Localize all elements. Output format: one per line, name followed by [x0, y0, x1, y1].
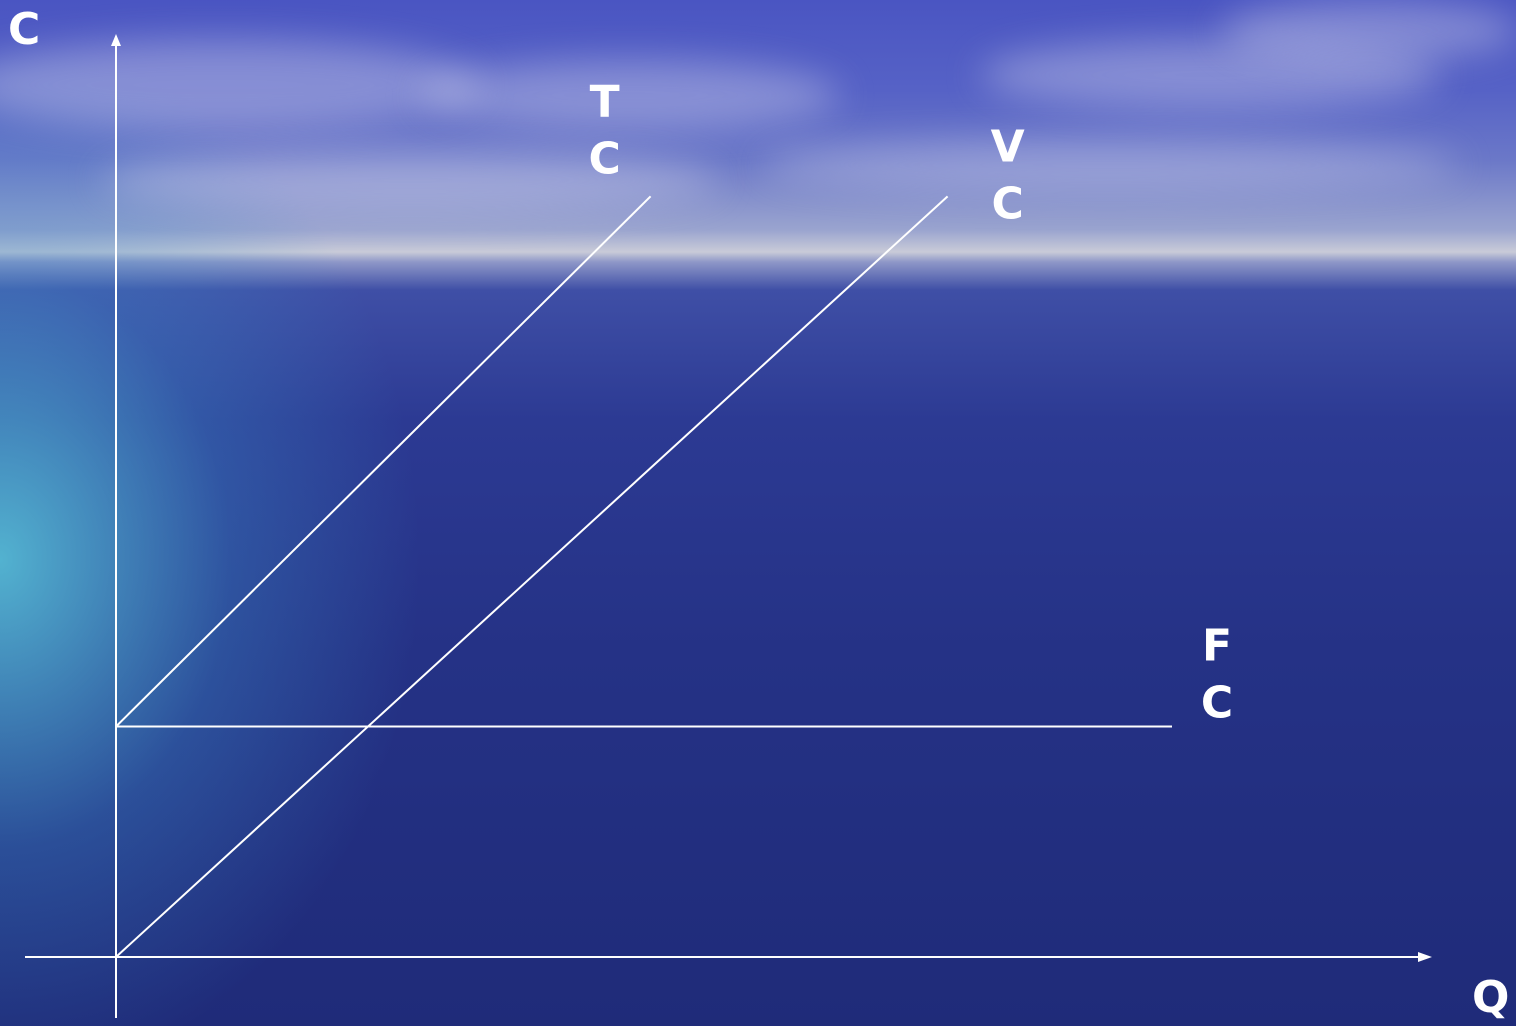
series-label-tc-part-1: T: [590, 76, 620, 127]
cloud-shape: [0, 40, 480, 130]
y-axis-label: C: [8, 4, 40, 55]
cloud-shape: [760, 140, 1460, 190]
cloud-shape: [100, 150, 720, 210]
series-label-fc-part-1: F: [1202, 621, 1232, 672]
y-axis-arrowhead: [111, 34, 121, 46]
series-label-fc-part-2: C: [1201, 678, 1233, 729]
series-label-vc-part-2: C: [991, 178, 1023, 229]
series-label-tc-part-2: C: [588, 133, 620, 184]
cloud-shape: [1220, 0, 1516, 60]
chart-axes: C Q: [8, 4, 1509, 1023]
series-line-vc: [115, 195, 949, 958]
x-axis-label: Q: [1472, 972, 1509, 1023]
cloud-shape: [980, 40, 1440, 110]
series-label-vc-part-1: V: [991, 121, 1025, 172]
series-line-tc: [115, 195, 652, 728]
cloud-shape: [420, 60, 840, 130]
x-axis-arrowhead: [1418, 952, 1432, 962]
